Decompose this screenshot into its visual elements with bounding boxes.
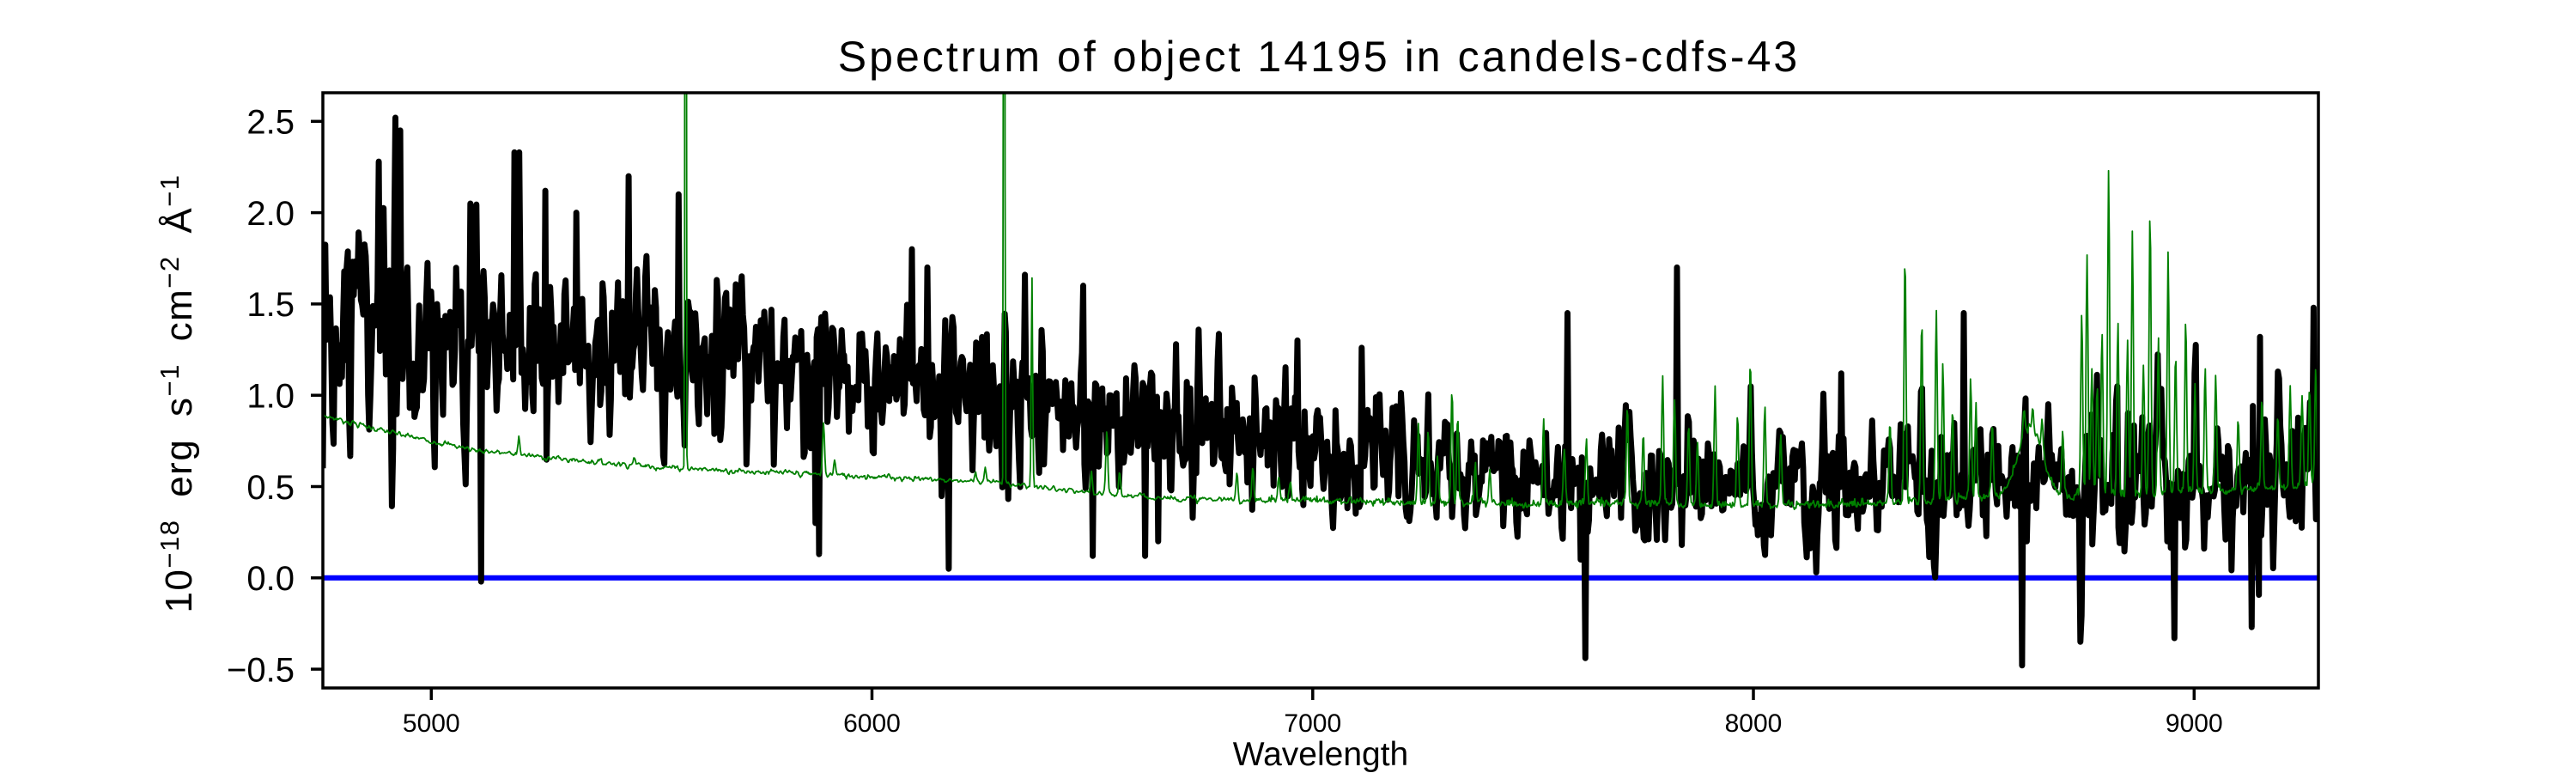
svg-text:8000: 8000 bbox=[1725, 709, 1783, 738]
svg-text:−0.5: −0.5 bbox=[227, 651, 295, 689]
svg-text:0.5: 0.5 bbox=[246, 469, 295, 507]
svg-text:0.0: 0.0 bbox=[246, 560, 295, 598]
svg-text:2.5: 2.5 bbox=[246, 104, 295, 142]
svg-text:2.0: 2.0 bbox=[246, 195, 295, 233]
svg-text:Spectrum of object 14195 in ca: Spectrum of object 14195 in candels-cdfs… bbox=[838, 33, 1801, 81]
svg-text:1.5: 1.5 bbox=[246, 286, 295, 324]
svg-text:Wavelength: Wavelength bbox=[1233, 736, 1409, 773]
svg-text:7000: 7000 bbox=[1284, 709, 1341, 738]
svg-text:1.0: 1.0 bbox=[246, 378, 295, 416]
svg-text:5000: 5000 bbox=[403, 709, 460, 738]
svg-text:9000: 9000 bbox=[2166, 709, 2223, 738]
svg-text:6000: 6000 bbox=[843, 709, 901, 738]
